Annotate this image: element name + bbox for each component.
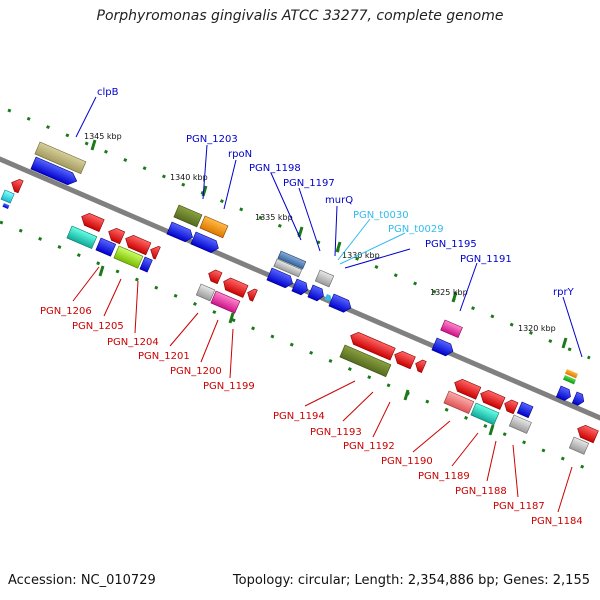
gene-feature[interactable] [245,287,258,302]
gene-PGN_1191-feature[interactable] [440,319,463,339]
gene-feature[interactable] [516,401,534,419]
gene-feature[interactable] [9,177,24,194]
upper-gene-labels: clpB PGN_1203 rpoN PGN_1198 PGN_1197 mur… [97,87,575,298]
gene-PGN_1189-feature[interactable] [443,390,475,415]
gene-clpB-feature[interactable] [34,141,87,175]
leader-lines-trna [337,218,406,265]
gene-PGN_1190-feature[interactable] [452,377,482,400]
gene-PGN_1204-feature[interactable] [95,237,117,257]
gene-label[interactable]: PGN_1195 [425,239,477,250]
gene-feature[interactable] [571,391,586,407]
gene-label[interactable]: PGN_1188 [455,486,507,497]
scale-mark: 1335 kbp [255,213,293,222]
gene-feature[interactable] [273,258,303,278]
gene-feature[interactable] [563,375,577,385]
scale-mark: 1325 kbp [430,288,468,297]
gene-PGN_1203-feature[interactable] [173,204,203,228]
gene-PGN_1187-feature[interactable] [508,414,532,434]
gene-feature[interactable] [392,349,416,370]
gene-feature[interactable] [266,267,295,290]
leader-lines-upper [75,96,583,358]
gene-PGN_1193-feature[interactable] [339,344,392,378]
gene-label[interactable]: rprY [553,287,575,298]
gene-label[interactable]: rpoN [228,149,252,160]
gene-rprY-feature[interactable] [565,369,579,379]
scale-mark: 1320 kbp [518,324,556,333]
features-upper [30,141,586,407]
gene-feature[interactable] [0,189,15,204]
lower-gene-labels: PGN_1206 PGN_1205 PGN_1204 PGN_1201 PGN_… [40,306,583,527]
gene-label[interactable]: clpB [97,87,119,98]
gene-label[interactable]: PGN_1200 [170,366,222,377]
gene-label[interactable]: PGN_1187 [493,501,545,512]
gene-feature[interactable] [206,268,223,285]
gene-label[interactable]: PGN_1204 [107,337,159,348]
gene-rpoN-feature[interactable] [199,215,229,239]
gene-label[interactable]: PGN_1191 [460,254,512,265]
gene-feature[interactable] [190,231,221,255]
gene-PGN_1188-feature[interactable] [470,402,500,426]
gene-PGN_1200-feature[interactable] [210,290,241,314]
scale-mark: 1340 kbp [170,173,208,182]
gene-feature[interactable] [291,278,310,296]
gene-feature[interactable] [113,245,144,269]
scale-mark: 1330 kbp [342,251,380,260]
gene-feature[interactable] [139,256,153,273]
gene-feature[interactable] [123,233,152,256]
gene-feature[interactable] [106,226,126,245]
gene-feature[interactable] [413,358,427,373]
gene-feature[interactable] [221,276,249,298]
gene-PGN_1206-feature[interactable] [79,211,105,233]
scale-mark: 1345 kbp [84,132,122,141]
gene-label[interactable]: PGN_1201 [138,351,190,362]
gene-feature[interactable] [568,436,590,455]
page-title: Porphyromonas gingivalis ATCC 33277, com… [96,8,504,24]
gene-label[interactable]: PGN_1189 [418,471,470,482]
gene-label[interactable]: PGN_1197 [283,178,335,189]
gene-murQ-feature[interactable] [314,269,335,288]
gene-label[interactable]: PGN_1190 [381,456,433,467]
gene-label[interactable]: PGN_1199 [203,381,255,392]
gene-label[interactable]: PGN_1203 [186,134,238,145]
gene-label[interactable]: PGN_1205 [72,321,124,332]
gene-label[interactable]: PGN_1193 [310,427,362,438]
gene-PGN_1184-feature[interactable] [575,423,599,444]
gene-label[interactable]: PGN_1192 [343,441,395,452]
gene-feature[interactable] [555,385,573,402]
trna-label[interactable]: PGN_t0029 [388,224,444,235]
major-ticks [90,139,568,436]
gene-feature[interactable] [166,221,195,244]
gene-PGN_1205-feature[interactable] [66,225,98,250]
gene-feature[interactable] [478,388,506,410]
gene-feature[interactable] [431,337,456,358]
gene-feature[interactable] [148,244,161,260]
features-lower [0,177,599,455]
gene-label[interactable]: PGN_1184 [531,516,583,527]
trna-feature[interactable] [324,294,333,302]
gene-feature[interactable] [30,156,79,188]
gene-PGN_1201-feature[interactable] [195,283,216,302]
leader-lines-lower [72,266,573,513]
gene-feature[interactable] [502,398,519,415]
gene-feature[interactable] [307,284,326,302]
gene-label[interactable]: murQ [325,195,353,206]
gene-feature[interactable] [328,293,353,314]
accession-text: Accession: NC_010729 [8,573,156,588]
lower-tick-track [0,220,591,472]
gene-PGN_1198-feature[interactable] [277,250,307,270]
gene-label[interactable]: PGN_1194 [273,411,325,422]
gene-PGN_1194-feature[interactable] [348,330,396,361]
trna-label[interactable]: PGN_t0030 [353,210,409,221]
gene-label[interactable]: PGN_1206 [40,306,92,317]
gene-feature[interactable] [2,203,10,210]
gene-label[interactable]: PGN_1198 [249,163,301,174]
genome-summary-text: Topology: circular; Length: 2,354,886 bp… [232,573,590,588]
